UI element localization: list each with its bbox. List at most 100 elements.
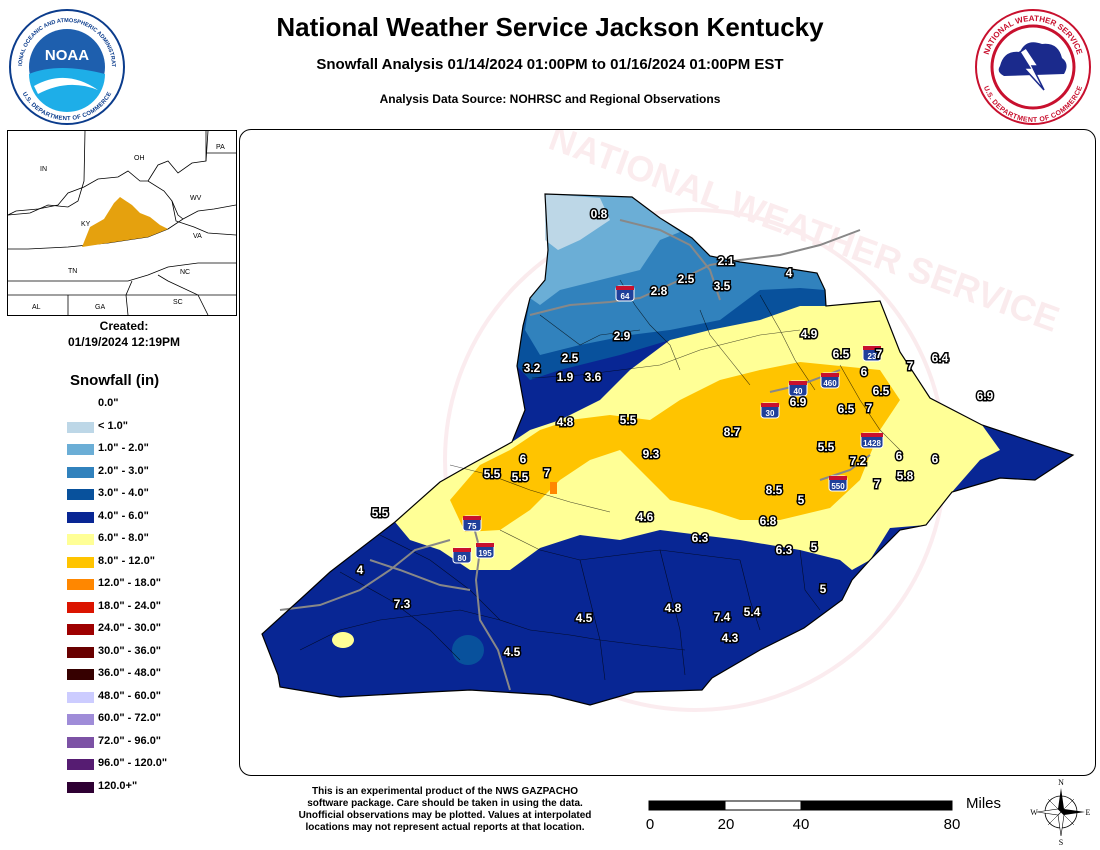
snowfall-observation: 6.9	[790, 395, 807, 409]
region-3-4in-patch	[452, 635, 484, 665]
region-lt1in	[545, 194, 610, 250]
compass-n: N	[1058, 778, 1064, 787]
snowfall-observation: 6	[861, 365, 868, 379]
legend-label: < 1.0"	[98, 419, 128, 432]
scale-units: Miles	[966, 795, 1002, 812]
snowfall-observation: 6	[896, 449, 903, 463]
interstate-shield-label: 23	[868, 352, 877, 361]
snowfall-observation: 3.2	[524, 361, 541, 375]
snowfall-observation: 6.3	[776, 543, 793, 557]
legend-label: 30.0" - 36.0"	[98, 644, 162, 657]
snowfall-observation: 7	[876, 347, 883, 361]
snowfall-observation: 7	[907, 359, 914, 373]
snowfall-observation: 7	[874, 477, 881, 491]
legend-label: 4.0" - 6.0"	[98, 509, 149, 522]
inset-state-label: PA	[216, 144, 225, 151]
legend-item: 1.0" - 2.0"	[67, 440, 247, 462]
snowfall-observation: 5.4	[744, 605, 761, 619]
snowfall-observation: 2.1	[718, 254, 735, 268]
nws-logo: NATIONAL WEATHER SERVICE U.S. DEPARTMENT…	[975, 9, 1091, 125]
snowfall-observation: 5.8	[897, 469, 914, 483]
legend-swatch	[67, 511, 94, 523]
snowfall-observation: 4.9	[801, 327, 818, 341]
snowfall-observation: 4.5	[576, 611, 593, 625]
compass-s: S	[1059, 838, 1063, 846]
interstate-shield-label: 40	[794, 387, 803, 396]
snowfall-observation: 8.5	[766, 483, 783, 497]
legend-item: 30.0" - 36.0"	[67, 643, 247, 665]
inset-state-label: NC	[180, 269, 190, 276]
snowfall-observation: 5	[811, 540, 818, 554]
snowfall-observation: 2.9	[614, 329, 631, 343]
compass-w: W	[1030, 808, 1038, 817]
snowfall-observation: 2.5	[678, 272, 695, 286]
inset-state-label: WV	[190, 195, 202, 202]
legend-item: 60.0" - 72.0"	[67, 710, 247, 732]
legend-label: 6.0" - 8.0"	[98, 532, 149, 544]
snowfall-observation: 6.5	[873, 384, 890, 398]
legend-swatch	[67, 624, 94, 635]
snowfall-observation: 4	[786, 266, 793, 280]
legend-swatch	[67, 421, 94, 433]
snowfall-observation: 2.8	[651, 284, 668, 298]
interstate-shield-icon: 64	[615, 285, 635, 302]
interstate-shield-icon: 1428	[860, 432, 884, 449]
interstate-shield-label: 30	[766, 409, 775, 418]
created-label: Created:	[99, 319, 149, 333]
legend-item: 96.0" - 120.0"	[67, 755, 247, 777]
snowfall-observation: 7	[544, 466, 551, 480]
snowfall-observation: 4.6	[637, 510, 654, 524]
snowfall-observation: 5.5	[372, 506, 389, 520]
interstate-shield-icon: 195	[475, 542, 495, 559]
scale-tick: 0	[645, 816, 655, 833]
disclaimer-line: This is an experimental product of the N…	[312, 786, 578, 797]
snowfall-observation: 6.9	[977, 389, 994, 403]
snowfall-map-frame: NATIONAL WEATHER SERVICE	[239, 129, 1096, 776]
legend-swatch	[67, 444, 94, 455]
snowfall-observation: 5.5	[818, 440, 835, 454]
legend-item: 4.0" - 6.0"	[67, 508, 247, 530]
disclaimer-line: locations may not represent actual repor…	[305, 822, 585, 833]
legend-item: 120.0+"	[67, 778, 247, 800]
legend-label: 3.0" - 4.0"	[98, 487, 149, 499]
data-source-note: Analysis Data Source: NOHRSC and Regiona…	[379, 92, 721, 106]
inset-highlight-region	[82, 197, 168, 247]
legend-swatch	[67, 579, 94, 590]
snowfall-map: NATIONAL WEATHER SERVICE	[261, 130, 1075, 712]
inset-state-label: VA	[193, 233, 202, 240]
legend-label: 120.0+"	[98, 779, 138, 792]
legend-item: 8.0" - 12.0"	[67, 553, 247, 575]
snowfall-observation: 3.5	[714, 279, 731, 293]
snowfall-observation: 4	[357, 563, 364, 577]
legend-label: 36.0" - 48.0"	[98, 667, 162, 679]
inset-state-label: GA	[95, 304, 105, 311]
noaa-center-text: NOAA	[45, 47, 89, 64]
page-subtitle: Snowfall Analysis 01/14/2024 01:00PM to …	[316, 56, 784, 73]
observation-labels: 0.82.142.52.8 3.54.92.92.53.21.9 3.66.5 7 6.…	[355, 206, 995, 661]
legend-label: 12.0" - 18.0"	[98, 577, 162, 589]
region-12-18in	[550, 482, 557, 494]
legend-label: 24.0" - 30.0"	[98, 622, 162, 634]
scale-tick: 20	[717, 816, 735, 833]
legend-item: 6.0" - 8.0"	[67, 530, 247, 552]
legend-title: Snowfall (in)	[70, 372, 160, 389]
snowfall-observation: 5.5	[512, 470, 529, 484]
interstate-shield-icon: 550	[828, 475, 848, 492]
snowfall-observation: 5	[798, 493, 805, 507]
legend-item: 18.0" - 24.0"	[67, 598, 247, 620]
legend-swatch	[67, 556, 94, 568]
snowfall-observation: 4.8	[557, 415, 574, 429]
interstate-shield-icon: 30	[760, 402, 780, 419]
legend-label: 8.0" - 12.0"	[98, 554, 155, 567]
snowfall-observation: 5	[820, 582, 827, 596]
interstate-shield-icon: 23	[862, 345, 882, 362]
inset-state-label: OH	[134, 155, 145, 162]
scale-tick: 80	[943, 816, 961, 833]
locator-inset-map: IN OH PA KY WV VA TN NC SC AL GA	[7, 130, 237, 316]
snowfall-observation: 7.2	[850, 454, 867, 468]
legend-item: 3.0" - 4.0"	[67, 485, 247, 507]
legend-item: 24.0" - 30.0"	[67, 620, 247, 642]
legend-label: 0.0"	[98, 397, 119, 409]
disclaimer-line: software package. Care should be taken i…	[307, 798, 583, 809]
legend-swatch	[67, 714, 94, 725]
